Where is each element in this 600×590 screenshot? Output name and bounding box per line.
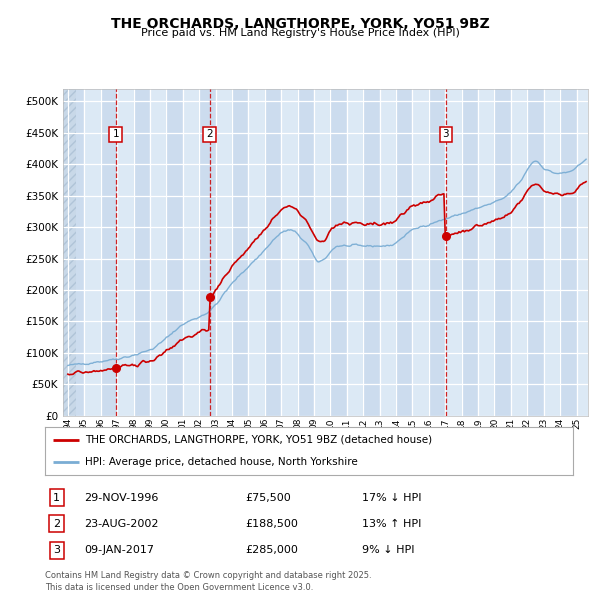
Bar [445,88,461,416]
Text: 13% ↑ HPI: 13% ↑ HPI [362,519,421,529]
Text: HPI: Average price, detached house, North Yorkshire: HPI: Average price, detached house, Nort… [85,457,358,467]
Bar [380,88,396,416]
Text: £285,000: £285,000 [245,545,299,555]
Bar [265,88,281,416]
Bar [494,88,511,416]
Text: 1: 1 [53,493,60,503]
Text: Contains HM Land Registry data © Crown copyright and database right 2025.
This d: Contains HM Land Registry data © Crown c… [45,571,371,590]
Bar [461,88,478,416]
Text: £188,500: £188,500 [245,519,299,529]
Text: 1: 1 [112,129,119,139]
Bar [396,88,412,416]
Bar [134,88,150,416]
Bar [412,88,429,416]
Bar [85,88,101,416]
Bar [183,88,199,416]
Bar [166,88,183,416]
Bar [248,88,265,416]
Text: 17% ↓ HPI: 17% ↓ HPI [362,493,421,503]
Bar [331,88,347,416]
Text: 9% ↓ HPI: 9% ↓ HPI [362,545,415,555]
Bar [199,88,215,416]
Bar [63,88,76,416]
Bar [150,88,166,416]
Text: 09-JAN-2017: 09-JAN-2017 [85,545,155,555]
Text: 29-NOV-1996: 29-NOV-1996 [85,493,159,503]
Bar [347,88,363,416]
Bar [117,88,134,416]
Text: Price paid vs. HM Land Registry's House Price Index (HPI): Price paid vs. HM Land Registry's House … [140,28,460,38]
Bar [68,88,85,416]
Text: THE ORCHARDS, LANGTHORPE, YORK, YO51 9BZ (detached house): THE ORCHARDS, LANGTHORPE, YORK, YO51 9BZ… [85,435,432,445]
Text: 2: 2 [53,519,60,529]
Bar [281,88,298,416]
Bar [527,88,544,416]
Text: 3: 3 [53,545,60,555]
Bar [363,88,380,416]
Text: 2: 2 [206,129,213,139]
Bar [478,88,494,416]
Bar [101,88,117,416]
Text: 23-AUG-2002: 23-AUG-2002 [85,519,159,529]
Text: £75,500: £75,500 [245,493,292,503]
Bar [298,88,314,416]
Bar [560,88,577,416]
Text: 3: 3 [442,129,449,139]
Bar [215,88,232,416]
Bar [544,88,560,416]
Bar [232,88,248,416]
Bar [429,88,445,416]
Bar [577,88,593,416]
Bar [314,88,331,416]
Bar [511,88,527,416]
Text: THE ORCHARDS, LANGTHORPE, YORK, YO51 9BZ: THE ORCHARDS, LANGTHORPE, YORK, YO51 9BZ [110,17,490,31]
